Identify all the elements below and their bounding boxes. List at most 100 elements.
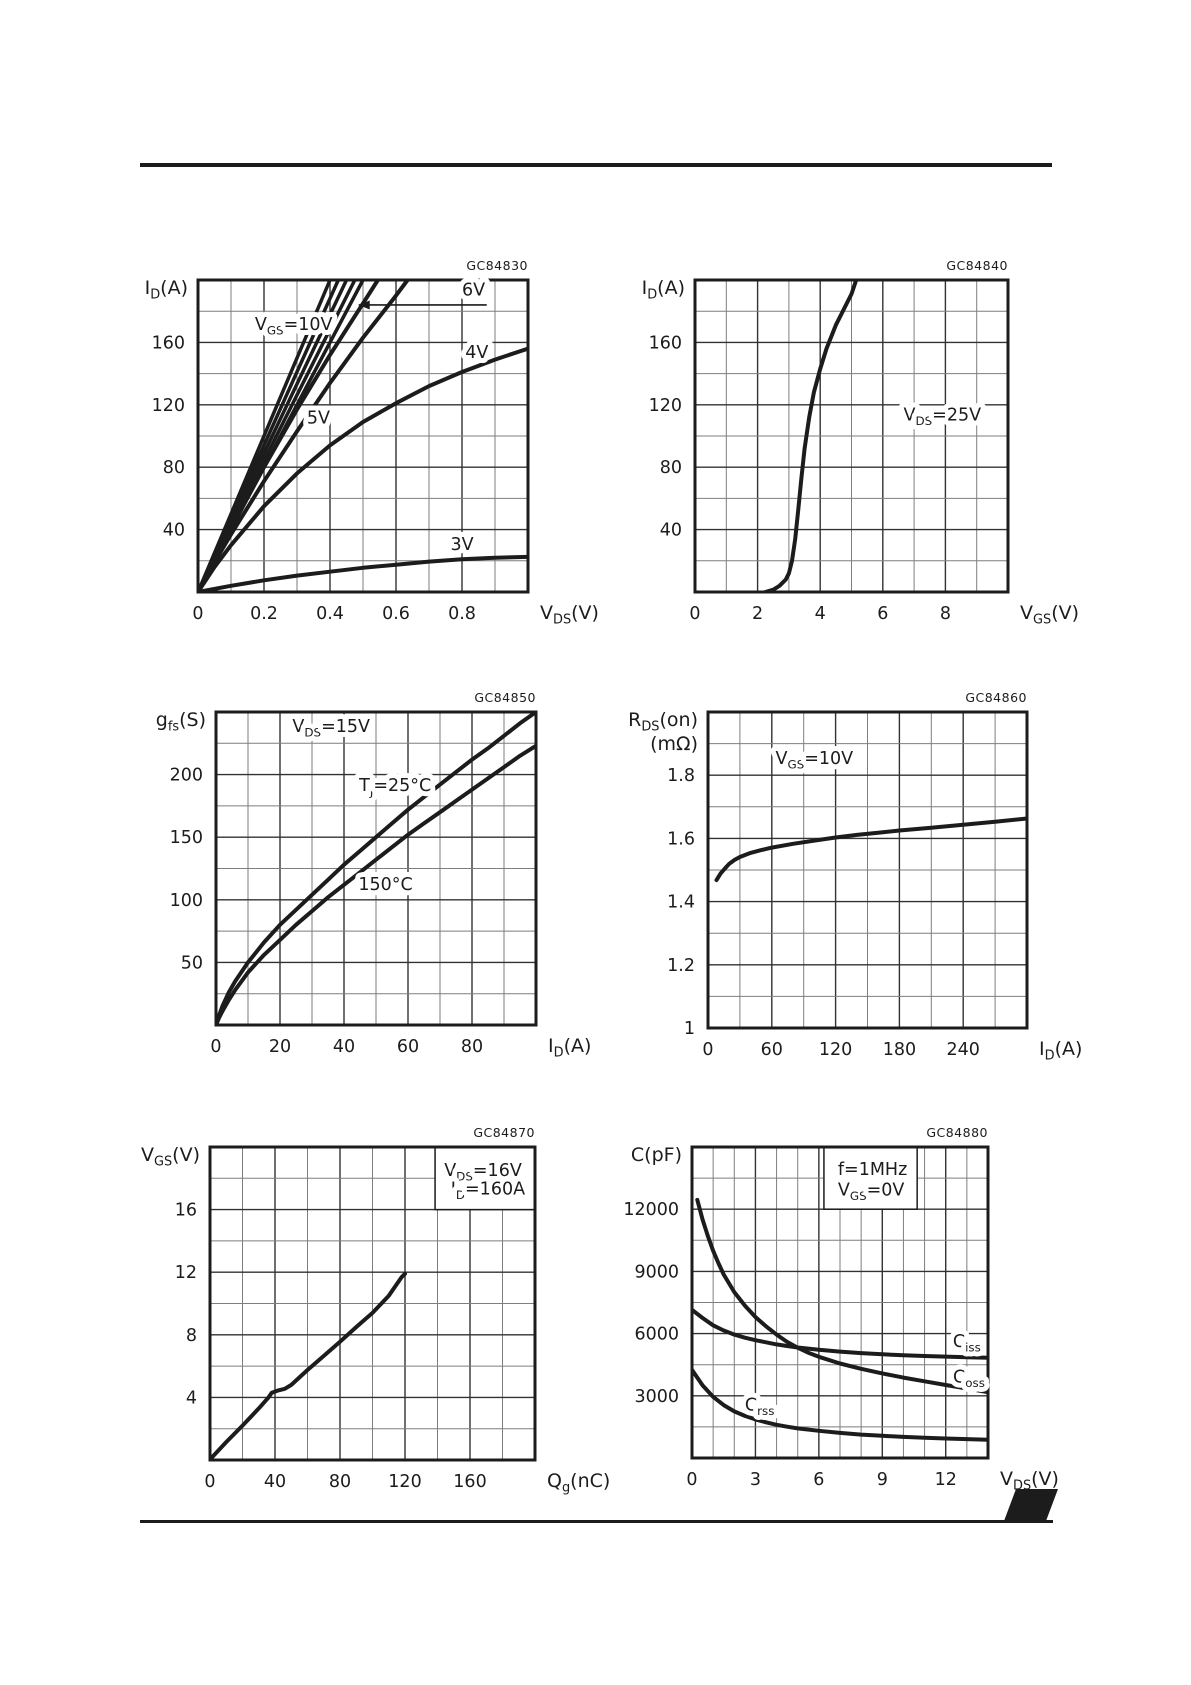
grid xyxy=(695,280,1008,592)
st-logo: ST xyxy=(1004,1489,1058,1521)
y-tick-label: 1.6 xyxy=(667,829,695,849)
y-tick-label: 16 xyxy=(175,1201,197,1221)
figure-code: GC84830 xyxy=(466,258,528,273)
y-tick-label: 80 xyxy=(163,458,185,478)
x-tick-label: 3 xyxy=(750,1470,761,1490)
st-logo-shape xyxy=(1004,1489,1058,1521)
plot-border xyxy=(208,1145,537,1462)
y-tick-label: 1 xyxy=(684,1019,695,1039)
x-tick-label: 20 xyxy=(269,1037,291,1057)
footer-rule xyxy=(140,1520,1053,1523)
curve-vgs5 xyxy=(196,278,410,594)
x-tick-label: 0 xyxy=(204,1472,215,1492)
header-rule xyxy=(140,163,1052,167)
y-tick-label: 3000 xyxy=(634,1387,679,1407)
x-tick-label: 0.2 xyxy=(250,604,278,624)
chart-capacitance: GC84880 0 3 6 9 12 3000 6000 9000 12000 VDS(V) C(pF… xyxy=(600,1099,1083,1512)
x-tick-label: 12 xyxy=(935,1470,957,1490)
label-4v: 4V xyxy=(465,343,488,363)
y-tick-label: 50 xyxy=(181,953,203,973)
st-logo-text: ST xyxy=(1012,1491,1052,1520)
figure-code: GC84870 xyxy=(473,1125,535,1140)
y-tick-label: 1.8 xyxy=(667,766,695,786)
x-tick-label: 80 xyxy=(329,1472,351,1492)
label-vgs-0v: VGS=0V xyxy=(838,1181,905,1204)
x-axis-title: ID(A) xyxy=(1039,1038,1082,1064)
label-5v: 5V xyxy=(307,409,330,429)
x-tick-label: 6 xyxy=(877,604,888,624)
grid xyxy=(708,712,1027,1028)
plot-border xyxy=(706,710,1029,1030)
label-150c: 150°C xyxy=(358,875,412,895)
label-vgs-10v: VGS=10V xyxy=(255,315,333,338)
curve-crss xyxy=(690,1367,990,1442)
x-tick-label: 9 xyxy=(877,1470,888,1490)
plot-border xyxy=(214,710,538,1027)
x-tick-label: 0 xyxy=(689,604,700,624)
y-tick-label: 80 xyxy=(660,458,682,478)
x-tick-label: 0 xyxy=(192,604,203,624)
chart-svg-GC84840: GC84840 0 2 4 6 8 40 80 120 160 VGS(V) ID(A) VDS=25V xyxy=(642,258,1079,628)
chart-output-characteristics: GC84830 0 0.2 0.4 0.6 0.8 40 80 120 160 VDS(V) ID(A… xyxy=(106,232,623,646)
y-tick-label: 150 xyxy=(170,828,203,848)
y-axis-title: RDS(on) xyxy=(628,709,698,735)
y-axis-title: (mΩ) xyxy=(650,733,698,755)
y-tick-label: 200 xyxy=(170,766,203,786)
x-tick-label: 0 xyxy=(686,1470,697,1490)
x-tick-label: 60 xyxy=(397,1037,419,1057)
curve-rdson xyxy=(714,816,1029,883)
chart-svg-GC84870: GC84870 0 40 80 120 160 4 8 12 16 Qg(nC) VGS(V) VDS=… xyxy=(141,1125,610,1496)
y-tick-label: 120 xyxy=(152,396,185,416)
x-axis-title: Qg(nC) xyxy=(547,1470,610,1496)
y-tick-label: 100 xyxy=(170,891,203,911)
x-tick-label: 120 xyxy=(388,1472,421,1492)
x-axis-title: VGS(V) xyxy=(1020,602,1079,628)
chart-transconductance: GC84850 0 20 40 60 80 50 100 150 200 ID(A) gfs(S) VD… xyxy=(124,664,631,1079)
y-tick-label: 40 xyxy=(660,521,682,541)
label-vds-16v: VDS=16V xyxy=(444,1161,522,1184)
chart-svg-GC84850: GC84850 0 20 40 60 80 50 100 150 200 ID(A) gfs(S) VD… xyxy=(156,690,592,1061)
x-tick-label: 4 xyxy=(815,604,826,624)
x-tick-label: 0.8 xyxy=(448,604,476,624)
y-tick-label: 4 xyxy=(186,1388,197,1408)
chart-svg-GC84860: GC84860 0 60 120 180 240 1 1.2 1.4 1.6 1.8 ID(A) RDS… xyxy=(628,690,1082,1064)
curve-vgs4 xyxy=(196,346,530,594)
x-axis-title: ID(A) xyxy=(548,1035,591,1061)
y-tick-label: 9000 xyxy=(634,1262,679,1282)
y-tick-label: 1.4 xyxy=(667,893,695,913)
y-axis-title: VGS(V) xyxy=(141,1144,200,1170)
y-tick-label: 12 xyxy=(175,1263,197,1283)
x-tick-label: 240 xyxy=(946,1040,979,1060)
grid xyxy=(198,280,528,592)
curve-tj-150c xyxy=(214,743,538,1027)
x-tick-label: 8 xyxy=(940,604,951,624)
plot-border xyxy=(690,1145,990,1460)
y-tick-label: 160 xyxy=(649,333,682,353)
y-axis-title: ID(A) xyxy=(642,277,685,303)
annotation-box xyxy=(823,1146,918,1210)
label-tj-25c: TJ=25°C xyxy=(358,776,431,799)
label-6v: 6V xyxy=(462,281,485,301)
label-crss: Crss xyxy=(745,1396,775,1419)
y-tick-label: 8 xyxy=(186,1326,197,1346)
y-axis-title: gfs(S) xyxy=(156,709,206,735)
label-vgs-10v: VGS=10V xyxy=(776,749,854,772)
annotation-box xyxy=(434,1146,536,1211)
label-vds-15v: VDS=15V xyxy=(292,717,370,740)
x-tick-label: 40 xyxy=(333,1037,355,1057)
plot-border xyxy=(196,278,530,594)
x-tick-label: 60 xyxy=(761,1040,783,1060)
x-tick-label: 40 xyxy=(264,1472,286,1492)
x-tick-label: 6 xyxy=(813,1470,824,1490)
chart-svg-GC84830: GC84830 0 0.2 0.4 0.6 0.8 40 80 120 160 VDS(V) ID(A… xyxy=(145,258,599,628)
label-vds-25v: VDS=25V xyxy=(903,405,981,428)
curve-coss xyxy=(695,1197,990,1395)
y-tick-label: 1.2 xyxy=(667,956,695,976)
x-tick-label: 0 xyxy=(210,1037,221,1057)
curve-tj-25c xyxy=(214,710,538,1027)
chart-rdson-vs-drain-current: GC84860 0 60 120 180 240 1 1.2 1.4 1.6 1.8 ID(A) RDS… xyxy=(616,664,1122,1082)
label-3v: 3V xyxy=(450,535,473,555)
y-tick-label: 120 xyxy=(649,396,682,416)
label-f-1mhz: f=1MHz xyxy=(838,1160,907,1180)
